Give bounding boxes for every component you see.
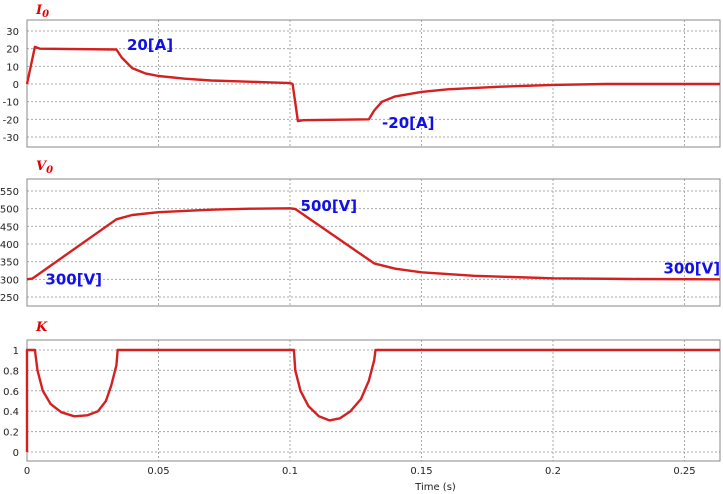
panel-title: K: [35, 320, 48, 335]
panel-title: I0: [35, 3, 49, 20]
annotation-label: 20[A]: [127, 36, 173, 54]
panel-title-subscript: 0: [42, 9, 49, 20]
y-tick-label: -30: [3, 133, 19, 144]
y-tick-label: 20: [6, 45, 19, 56]
y-tick-label: 0: [13, 80, 19, 91]
annotation-label: 500[V]: [301, 197, 358, 215]
y-tick-label: 400: [0, 240, 19, 251]
x-tick-label: 0.2: [545, 466, 561, 477]
y-tick-label: 250: [0, 293, 19, 304]
y-tick-label: 0.8: [3, 366, 19, 377]
x-tick-label: 0.05: [147, 466, 169, 477]
y-tick-label: 0.4: [3, 407, 19, 418]
panel-k: K 1 0.8 0.6 0.4 0.2 00 0.05 0.1 0.15 0.2 0.25 Time (…: [3, 320, 721, 493]
x-tick-label: 0.25: [673, 466, 695, 477]
panel-i0: I0 30 20 10 0 -10 -20 -30 20[A] -20[A]: [3, 3, 721, 148]
series-line-i0: [25, 45, 720, 123]
y-tick-label: -10: [3, 98, 19, 109]
y-tick-label: 550: [0, 187, 19, 198]
annotation-label: -20[A]: [382, 114, 434, 132]
annotation-label: 300[V]: [45, 270, 102, 288]
y-tick-label: 1: [13, 346, 19, 357]
plot-frame: [26, 178, 721, 307]
y-tick-label: -20: [3, 115, 19, 126]
x-tick-label: 0: [24, 466, 30, 477]
y-tick-label: 0: [13, 448, 19, 459]
y-tick-label: 10: [6, 62, 19, 73]
y-tick-label: 300: [0, 275, 19, 286]
y-tick-label: 500: [0, 205, 19, 216]
y-tick-label: 0.2: [3, 428, 19, 439]
series-line-v0: [26, 207, 721, 281]
y-tick-label: 0.6: [3, 387, 19, 398]
x-axis-label: Time (s): [414, 482, 456, 493]
y-tick-label: 450: [0, 222, 19, 233]
x-tick-label: 0.15: [410, 466, 432, 477]
y-tick-label: 30: [6, 27, 19, 38]
panel-title-subscript: 0: [46, 165, 53, 176]
panel-title: V0: [36, 159, 53, 176]
y-tick-label: 350: [0, 258, 19, 269]
annotation-label: 300[V]: [663, 260, 720, 278]
x-tick-label: 0.1: [282, 466, 298, 477]
series-line-k: [25, 348, 720, 452]
panel-v0: V0 550 500 450 400 350 300 250 300[V] 500[V] 300[V…: [0, 159, 721, 307]
